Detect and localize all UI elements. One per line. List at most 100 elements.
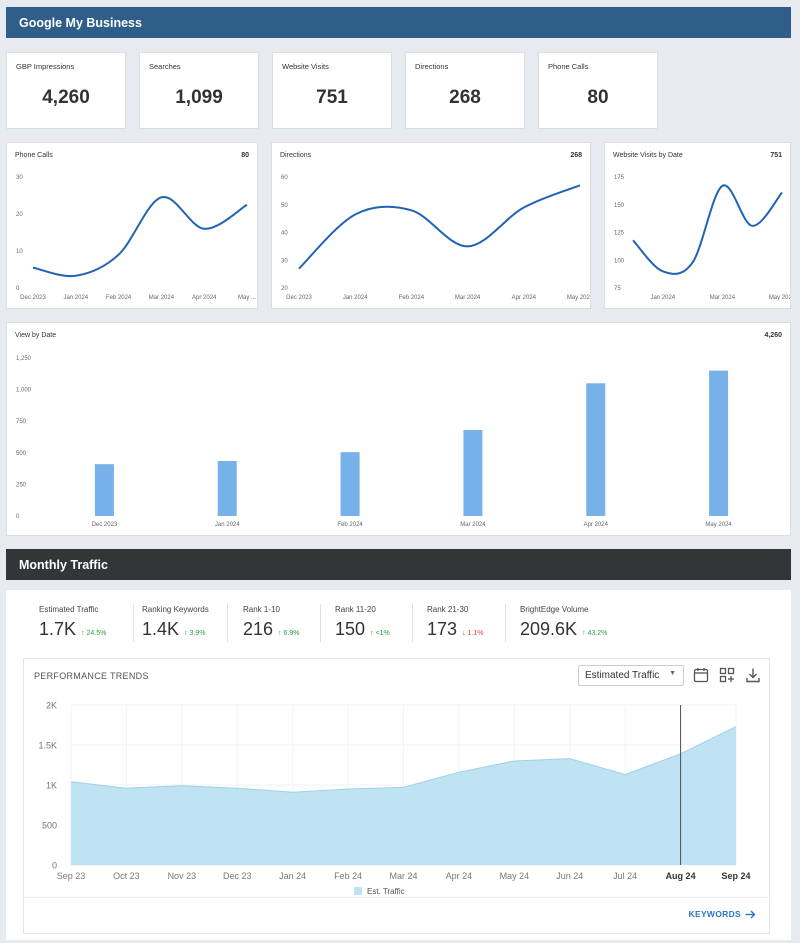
directions-line-chart: 20 30 40 50 60 Dec 2023 Jan 2024 Feb 2024 Mar 20…: [281, 175, 590, 301]
y-tick-label: 0: [16, 514, 20, 520]
y-tick-label: 1,000: [16, 388, 32, 394]
y-tick-label: 750: [16, 419, 27, 425]
x-tick-label: Jan 2024: [343, 295, 368, 301]
chart-total: 268: [570, 152, 582, 159]
chart-title: View by Date: [15, 332, 57, 339]
y-tick-label: 500: [42, 821, 57, 831]
series-line: [632, 184, 783, 275]
x-tick-label: Sep 24: [721, 871, 750, 881]
metric-label: BrightEdge Volume: [520, 605, 589, 614]
gmb-section-header: Google My Business: [6, 7, 791, 38]
directions-chart-card: Directions 268 20 30 40 50 60 Dec 2023 Jan 202…: [271, 142, 591, 309]
series-line: [32, 196, 248, 278]
grid-add-icon[interactable]: [718, 666, 736, 684]
x-tick-label: Sep 23: [57, 871, 86, 881]
x-tick-label: Jun 24: [556, 871, 583, 881]
metric-divider: [133, 604, 134, 642]
y-tick-label: 10: [16, 249, 23, 255]
performance-trends-title: PERFORMANCE TRENDS: [34, 671, 149, 681]
bar: [217, 461, 237, 516]
legend-label: Est. Traffic: [367, 887, 405, 896]
series-line: [298, 184, 581, 270]
metric-divider: [227, 604, 228, 642]
x-tick-label: Mar 2024: [460, 522, 486, 528]
y-tick-label: 150: [614, 203, 625, 209]
x-tick-label: May 2024: [567, 295, 590, 301]
y-tick-label: 500: [16, 451, 27, 457]
metric-delta: ↑ 43.2%: [582, 630, 608, 637]
kpi-card-website-visits: Website Visits 751: [272, 52, 392, 129]
x-tick-label: Feb 2024: [337, 522, 363, 528]
x-tick-label: Dec 23: [223, 871, 252, 881]
x-tick-label: Jan 2024: [215, 522, 240, 528]
kpi-label: Searches: [149, 62, 181, 71]
y-tick-label: 2K: [46, 701, 57, 711]
y-tick-label: 125: [614, 231, 625, 237]
x-tick-label: Apr 24: [446, 871, 473, 881]
x-tick-label: Jan 24: [279, 871, 306, 881]
x-tick-label: Mar 2024: [149, 295, 175, 301]
bar: [586, 383, 606, 516]
website-visits-line-chart: 75 100 125 150 175 Jan 2024 Mar 2024 May 2024: [614, 175, 790, 301]
gmb-section-title: Google My Business: [19, 15, 142, 30]
kpi-label: Phone Calls: [548, 62, 589, 71]
y-tick-label: 0: [52, 861, 57, 871]
metric-value: 216: [243, 619, 274, 639]
kpi-value: 80: [587, 87, 609, 108]
bar: [94, 464, 114, 516]
view-by-date-chart-card: View by Date 4,260 0 250 500 750 1,000 1,250 D…: [6, 322, 791, 536]
x-tick-label: Jan 2024: [650, 295, 675, 301]
download-icon[interactable]: [744, 666, 762, 684]
metric-label: Rank 1-10: [243, 605, 280, 614]
card-footer-divider: [24, 897, 769, 898]
metric-rank-11-20: Rank 11-20 150 ↑ <1%: [335, 605, 390, 640]
monthly-section-title: Monthly Traffic: [19, 557, 108, 572]
x-tick-label: Feb 24: [334, 871, 362, 881]
x-tick-label: Apr 2024: [192, 295, 217, 301]
x-tick-label: Dec 2023: [92, 522, 118, 528]
keywords-link[interactable]: KEYWORDS: [689, 909, 756, 919]
y-tick-label: 1.5K: [38, 741, 57, 751]
metric-divider: [320, 604, 321, 642]
performance-trends-card: PERFORMANCE TRENDS Estimated Traffic ▼ 0…: [23, 658, 770, 934]
kpi-value: 1,099: [175, 87, 223, 108]
metric-delta: ↑ 24.5%: [81, 630, 107, 637]
metric-label: Ranking Keywords: [142, 605, 209, 614]
metric-value: 1.7K: [39, 619, 77, 639]
metric-delta: ↓ 1.1%: [462, 630, 484, 637]
legend-swatch: [354, 887, 362, 895]
kpi-card-impressions: GBP Impressions 4,260: [6, 52, 126, 129]
y-tick-label: 30: [16, 175, 23, 181]
x-tick-label: Aug 24: [666, 871, 696, 881]
metric-value: 209.6K: [520, 619, 578, 639]
metric-delta: ↑ 3.9%: [184, 630, 206, 637]
bar: [463, 430, 483, 516]
y-tick-label: 20: [16, 212, 23, 218]
y-tick-label: 100: [614, 258, 625, 264]
metric-delta: ↑ 6.9%: [278, 630, 300, 637]
chevron-down-icon: ▼: [669, 670, 676, 677]
bar: [709, 370, 729, 516]
phone-calls-line-chart: 0 10 20 30 Dec 2023 Jan 2024 Feb 2024 Mar 2024 A…: [16, 175, 256, 301]
x-tick-label: May 2024: [769, 295, 790, 301]
metric-select-value: Estimated Traffic: [585, 670, 660, 681]
chart-total: 751: [770, 152, 782, 159]
metric-value: 150: [335, 619, 366, 639]
x-tick-label: Nov 23: [168, 871, 197, 881]
metric-select[interactable]: Estimated Traffic ▼: [578, 665, 684, 686]
y-tick-label: 40: [281, 231, 288, 237]
metric-value: 173: [427, 619, 458, 639]
y-tick-label: 250: [16, 482, 27, 488]
area-fill: [71, 726, 736, 865]
kpi-label: Website Visits: [282, 62, 329, 71]
metric-rank-1-10: Rank 1-10 216 ↑ 6.9%: [243, 605, 299, 640]
x-tick-label: Apr 2024: [584, 522, 609, 528]
x-tick-label: Feb 2024: [106, 295, 132, 301]
calendar-icon[interactable]: [692, 666, 710, 684]
kpi-value: 268: [449, 87, 481, 108]
kpi-card-searches: Searches 1,099: [139, 52, 259, 129]
metric-label: Rank 21-30: [427, 605, 469, 614]
chart-total: 4,260: [764, 332, 782, 339]
metric-label: Estimated Traffic: [39, 605, 99, 614]
x-tick-label: Jan 2024: [63, 295, 88, 301]
